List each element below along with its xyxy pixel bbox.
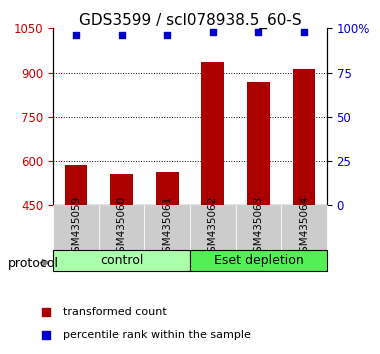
Text: transformed count: transformed count xyxy=(63,307,167,318)
FancyBboxPatch shape xyxy=(99,205,144,250)
Text: GSM435064: GSM435064 xyxy=(299,196,309,259)
Text: GSM435063: GSM435063 xyxy=(253,196,263,259)
FancyBboxPatch shape xyxy=(190,250,327,271)
FancyBboxPatch shape xyxy=(53,250,190,271)
Point xyxy=(43,309,49,315)
Bar xyxy=(293,69,315,338)
FancyBboxPatch shape xyxy=(53,205,99,250)
Point xyxy=(210,29,216,35)
Text: Eset depletion: Eset depletion xyxy=(214,254,303,267)
Point xyxy=(73,33,79,38)
FancyBboxPatch shape xyxy=(190,205,236,250)
Point xyxy=(255,29,261,35)
Text: GDS3599 / scl078938.5_60-S: GDS3599 / scl078938.5_60-S xyxy=(79,12,301,29)
Bar xyxy=(247,82,270,338)
Point xyxy=(164,33,170,38)
Text: protocol: protocol xyxy=(8,257,59,270)
Point xyxy=(43,333,49,338)
Text: GSM435059: GSM435059 xyxy=(71,196,81,259)
Point xyxy=(301,29,307,35)
Text: GSM435060: GSM435060 xyxy=(117,196,127,259)
FancyBboxPatch shape xyxy=(281,205,327,250)
Point xyxy=(119,33,125,38)
Text: control: control xyxy=(100,254,143,267)
Text: GSM435062: GSM435062 xyxy=(208,196,218,259)
Bar xyxy=(156,172,179,338)
Text: percentile rank within the sample: percentile rank within the sample xyxy=(63,330,251,341)
Text: GSM435061: GSM435061 xyxy=(162,196,172,259)
FancyBboxPatch shape xyxy=(144,205,190,250)
FancyBboxPatch shape xyxy=(236,205,281,250)
Bar xyxy=(201,62,224,338)
Bar xyxy=(65,165,87,338)
Bar xyxy=(110,174,133,338)
